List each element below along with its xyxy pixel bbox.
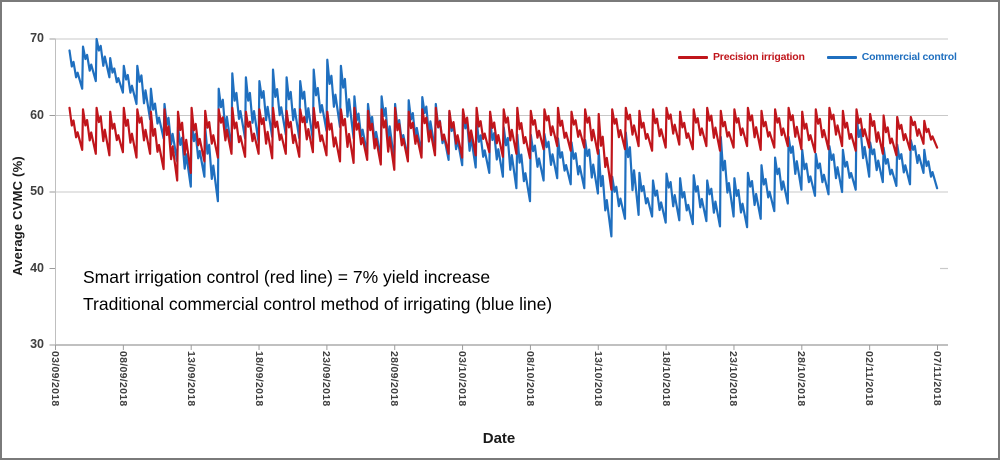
y-tick-label-30: 30 [30, 337, 44, 351]
x-tick-label-3: 18/09/2018 [252, 351, 265, 407]
y-tick-label-70: 70 [30, 31, 44, 45]
legend-item-commercial-control: Commercial control [826, 51, 957, 63]
x-tick-label-12: 02/11/2018 [863, 351, 876, 406]
precision-irrigation-line-swatch [678, 55, 708, 59]
x-tick-label-6: 03/10/2018 [456, 351, 469, 407]
y-tick-label-50: 50 [30, 184, 44, 198]
annotation-line-2: Traditional commercial control method of… [83, 294, 553, 314]
x-tick-label-7: 08/10/2018 [523, 351, 536, 407]
legend: Precision irrigation Commercial control [678, 49, 957, 65]
x-tick-label-5: 28/09/2018 [388, 351, 401, 407]
x-tick-label-11: 28/10/2018 [795, 351, 808, 407]
x-tick-label-13: 07/11/2018 [931, 351, 943, 406]
commercial-control-line-swatch [826, 55, 857, 59]
legend-item-precision-irrigation: Precision irrigation [678, 51, 805, 63]
x-tick-label-2: 13/09/2018 [184, 351, 197, 407]
y-axis-title: Average CVMC (%) [10, 156, 25, 276]
precision-irrigation-legend-label: Precision irrigation [713, 51, 805, 63]
x-tick-label-0: 03/09/2018 [49, 351, 61, 407]
annotation-line-1: Smart irrigation control (red line) = 7%… [83, 267, 491, 287]
x-tick-label-8: 13/10/2018 [591, 351, 604, 407]
x-tick-label-1: 08/09/2018 [116, 351, 129, 407]
x-tick-label-4: 23/09/2018 [320, 351, 333, 407]
y-tick-label-40: 40 [30, 260, 44, 275]
commercial-control-legend-label: Commercial control [861, 51, 957, 63]
x-tick-label-10: 23/10/2018 [727, 351, 740, 407]
precision-irrigation-line [68, 106, 939, 191]
x-tick-label-9: 18/10/2018 [659, 351, 672, 407]
annotation-block: Smart irrigation control (red line) = 7%… [83, 264, 552, 318]
x-axis-title: Date [482, 430, 516, 447]
y-tick-label-60: 60 [30, 107, 44, 122]
